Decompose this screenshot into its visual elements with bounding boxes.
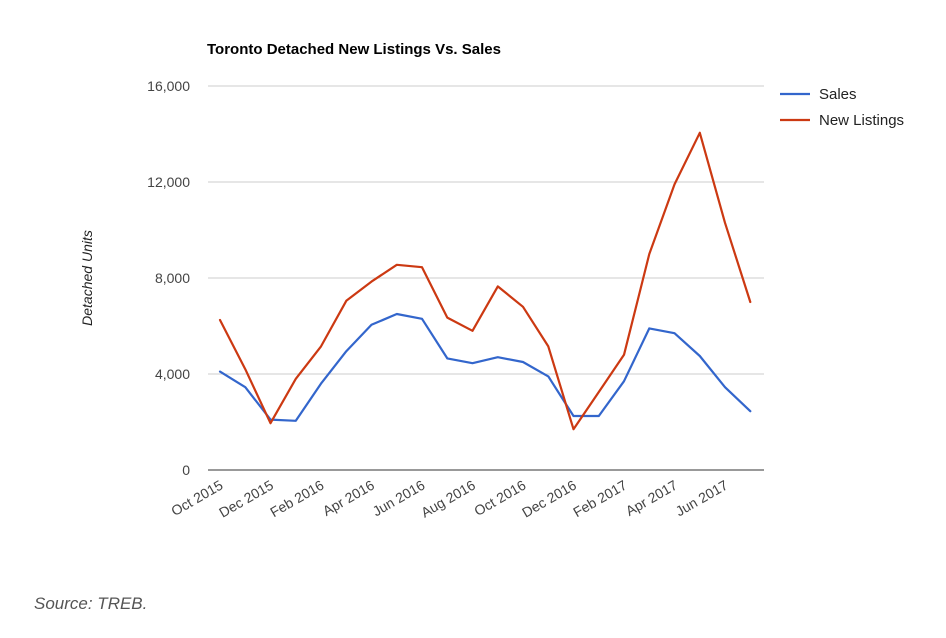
x-tick-label: Oct 2016 bbox=[471, 477, 528, 519]
y-tick-label: 8,000 bbox=[155, 270, 190, 286]
y-tick-label: 12,000 bbox=[147, 174, 190, 190]
y-tick-label: 16,000 bbox=[147, 78, 190, 94]
x-tick-label: Apr 2016 bbox=[320, 477, 377, 519]
series-line-sales bbox=[218, 312, 752, 422]
x-tick-label: Jun 2016 bbox=[370, 477, 428, 520]
y-axis-ticks: 0 4,000 8,000 12,000 16,000 bbox=[147, 78, 190, 478]
x-tick-label: Feb 2016 bbox=[267, 477, 326, 521]
x-tick-label: Aug 2016 bbox=[418, 477, 478, 521]
legend: Sales New Listings bbox=[780, 86, 904, 129]
gridlines bbox=[208, 85, 764, 375]
x-tick-label: Feb 2017 bbox=[570, 477, 629, 521]
x-tick-label: Oct 2015 bbox=[168, 477, 225, 519]
y-tick-label: 4,000 bbox=[155, 366, 190, 382]
y-axis-label: Detached Units bbox=[79, 230, 95, 326]
chart-title: Toronto Detached New Listings Vs. Sales bbox=[207, 41, 501, 58]
source-note: Source: TREB. bbox=[34, 594, 148, 613]
legend-label-new-listings: New Listings bbox=[819, 112, 904, 129]
y-tick-label: 0 bbox=[182, 462, 190, 478]
x-tick-label: Jun 2017 bbox=[673, 477, 731, 520]
x-tick-label: Dec 2015 bbox=[216, 477, 276, 521]
series-lines bbox=[218, 131, 752, 431]
legend-label-sales: Sales bbox=[819, 86, 857, 103]
x-tick-label: Apr 2017 bbox=[623, 477, 680, 519]
x-tick-label: Dec 2016 bbox=[519, 477, 579, 521]
series-line-new-listings bbox=[218, 131, 752, 431]
